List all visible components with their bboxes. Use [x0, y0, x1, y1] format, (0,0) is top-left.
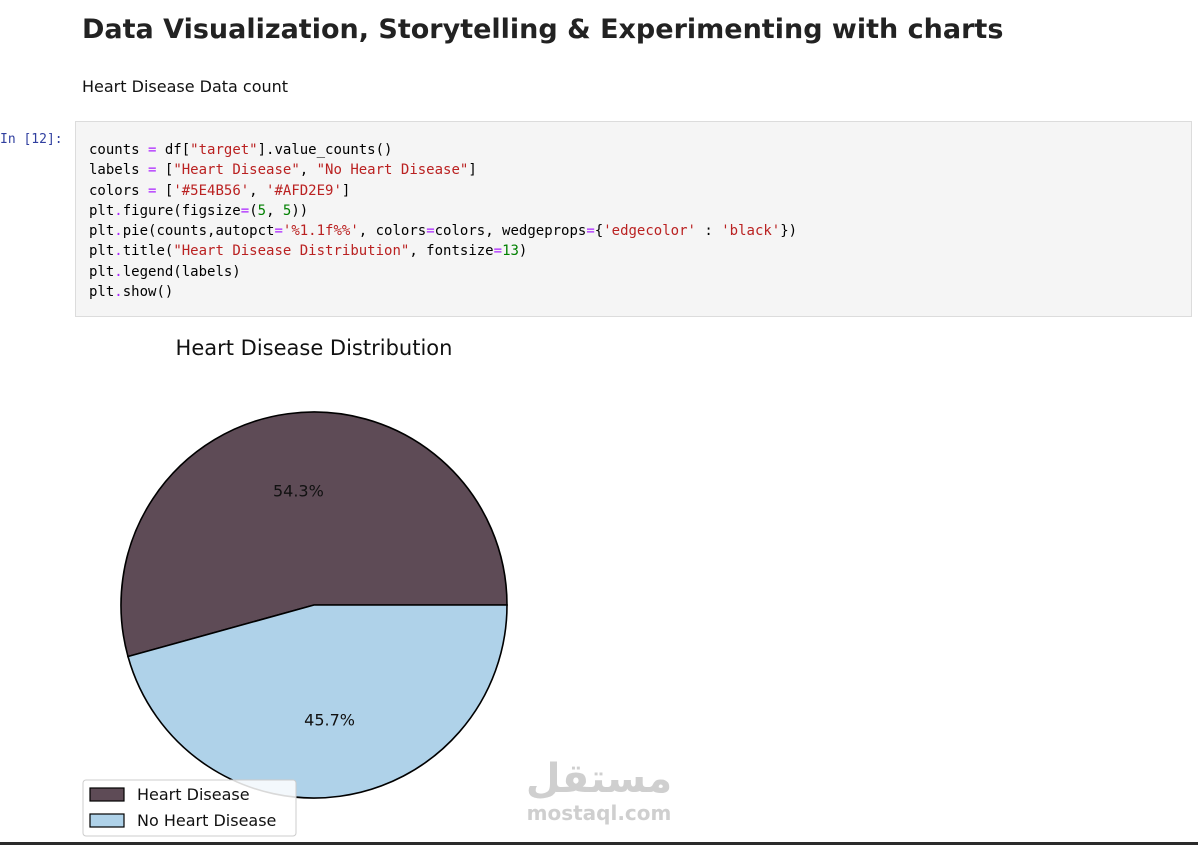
code-token: 13 — [502, 243, 519, 260]
pie-chart: Heart Disease Distribution 54.3% 45.7% He… — [82, 336, 508, 837]
code-token: plt — [89, 202, 115, 219]
pie-pct-label: 54.3% — [273, 481, 324, 500]
code-token: [ — [156, 162, 174, 179]
code-token: df[ — [156, 142, 191, 158]
code-token: pie(counts,autopct — [122, 223, 275, 240]
code-line: plt.show() — [89, 284, 173, 300]
code-token: "Heart Disease" — [173, 162, 300, 179]
code-token: , — [299, 162, 317, 179]
code-token: . — [114, 202, 123, 219]
code-line: counts = df["target"].value_counts() — [89, 142, 392, 158]
code-line: plt.title("Heart Disease Distribution", … — [89, 243, 527, 259]
code-token: '%1.1f%%' — [282, 223, 359, 240]
code-token: ] — [468, 162, 477, 179]
code-token: , — [249, 182, 267, 199]
code-cell[interactable]: counts = df["target"].value_counts() lab… — [75, 121, 1192, 317]
code-token: , — [266, 202, 283, 219]
cell-prompt: In [12]: — [0, 132, 63, 147]
chart-title: Heart Disease Distribution — [176, 336, 453, 360]
code-token: "Heart Disease Distribution" — [173, 243, 410, 260]
watermark-logo: مستقل — [525, 756, 673, 802]
code-token: = — [148, 142, 157, 158]
code-token: 'edgecolor' — [603, 223, 696, 240]
code-token: = — [240, 202, 250, 219]
markdown-text: Heart Disease Data count — [82, 77, 289, 96]
code-token: = — [586, 223, 595, 240]
code-token: colors, wedgeprops — [434, 223, 587, 240]
bottom-divider — [0, 842, 1198, 845]
code-token: . — [114, 223, 123, 240]
code-editor[interactable]: counts = df["target"].value_counts() lab… — [89, 140, 797, 302]
code-token: labels — [89, 162, 149, 179]
code-token: show() — [122, 284, 174, 301]
code-token: . — [114, 263, 123, 280]
legend-box — [82, 779, 297, 837]
code-token: = — [493, 243, 503, 260]
code-token: , colors — [358, 223, 427, 240]
code-token: '#5E4B56' — [173, 182, 250, 199]
legend-swatch — [89, 813, 125, 828]
code-token: ( — [249, 202, 258, 219]
code-token: ].value_counts() — [257, 142, 393, 158]
code-token: = — [426, 223, 435, 240]
code-token: counts — [89, 142, 149, 158]
code-token: = — [148, 182, 157, 199]
code-line: labels = ["Heart Disease", "No Heart Dis… — [89, 162, 477, 178]
legend-label: No Heart Disease — [137, 811, 276, 830]
code-token: ] — [341, 182, 351, 199]
code-token: "target" — [190, 142, 258, 158]
code-token: plt — [89, 243, 115, 260]
code-token: plt — [89, 223, 115, 240]
code-token: 5 — [257, 202, 267, 219]
code-token: title( — [122, 243, 174, 260]
code-line: colors = ['#5E4B56', '#AFD2E9'] — [89, 183, 350, 199]
cell-output: Heart Disease Distribution 54.3% 45.7% He… — [0, 320, 1198, 845]
code-token: plt — [89, 284, 115, 301]
watermark-url: mostaql.com — [526, 801, 672, 825]
code-token: legend(labels) — [122, 263, 241, 280]
code-token: plt — [89, 263, 115, 280]
code-token: { — [594, 223, 604, 240]
notebook-heading: Data Visualization, Storytelling & Exper… — [82, 14, 1004, 45]
legend-label: Heart Disease — [137, 785, 250, 804]
code-token: : — [695, 223, 722, 240]
legend-swatch — [89, 787, 125, 802]
code-token: = — [274, 223, 283, 240]
code-token: 'black' — [721, 223, 781, 240]
pie-pct-label: 45.7% — [304, 711, 355, 730]
code-token: 5 — [282, 202, 292, 219]
code-token: ) — [518, 243, 528, 260]
code-line: plt.legend(labels) — [89, 264, 241, 280]
code-token: = — [148, 162, 157, 179]
pie-slice — [120, 411, 508, 658]
code-token: '#AFD2E9' — [266, 182, 342, 199]
code-token: colors — [89, 182, 149, 199]
code-token: [ — [156, 182, 174, 199]
code-token: . — [114, 284, 123, 301]
code-token: )) — [291, 202, 309, 219]
pie-slice — [127, 604, 508, 799]
code-token: "No Heart Disease" — [316, 162, 469, 179]
code-token: , fontsize — [409, 243, 494, 260]
code-line: plt.pie(counts,autopct='%1.1f%%', colors… — [89, 223, 797, 239]
watermark: مستقل mostaql.com — [524, 756, 674, 824]
code-token: }) — [780, 223, 798, 240]
code-line: plt.figure(figsize=(5, 5)) — [89, 203, 308, 219]
code-token: . — [114, 243, 123, 260]
code-token: figure(figsize — [122, 202, 241, 219]
